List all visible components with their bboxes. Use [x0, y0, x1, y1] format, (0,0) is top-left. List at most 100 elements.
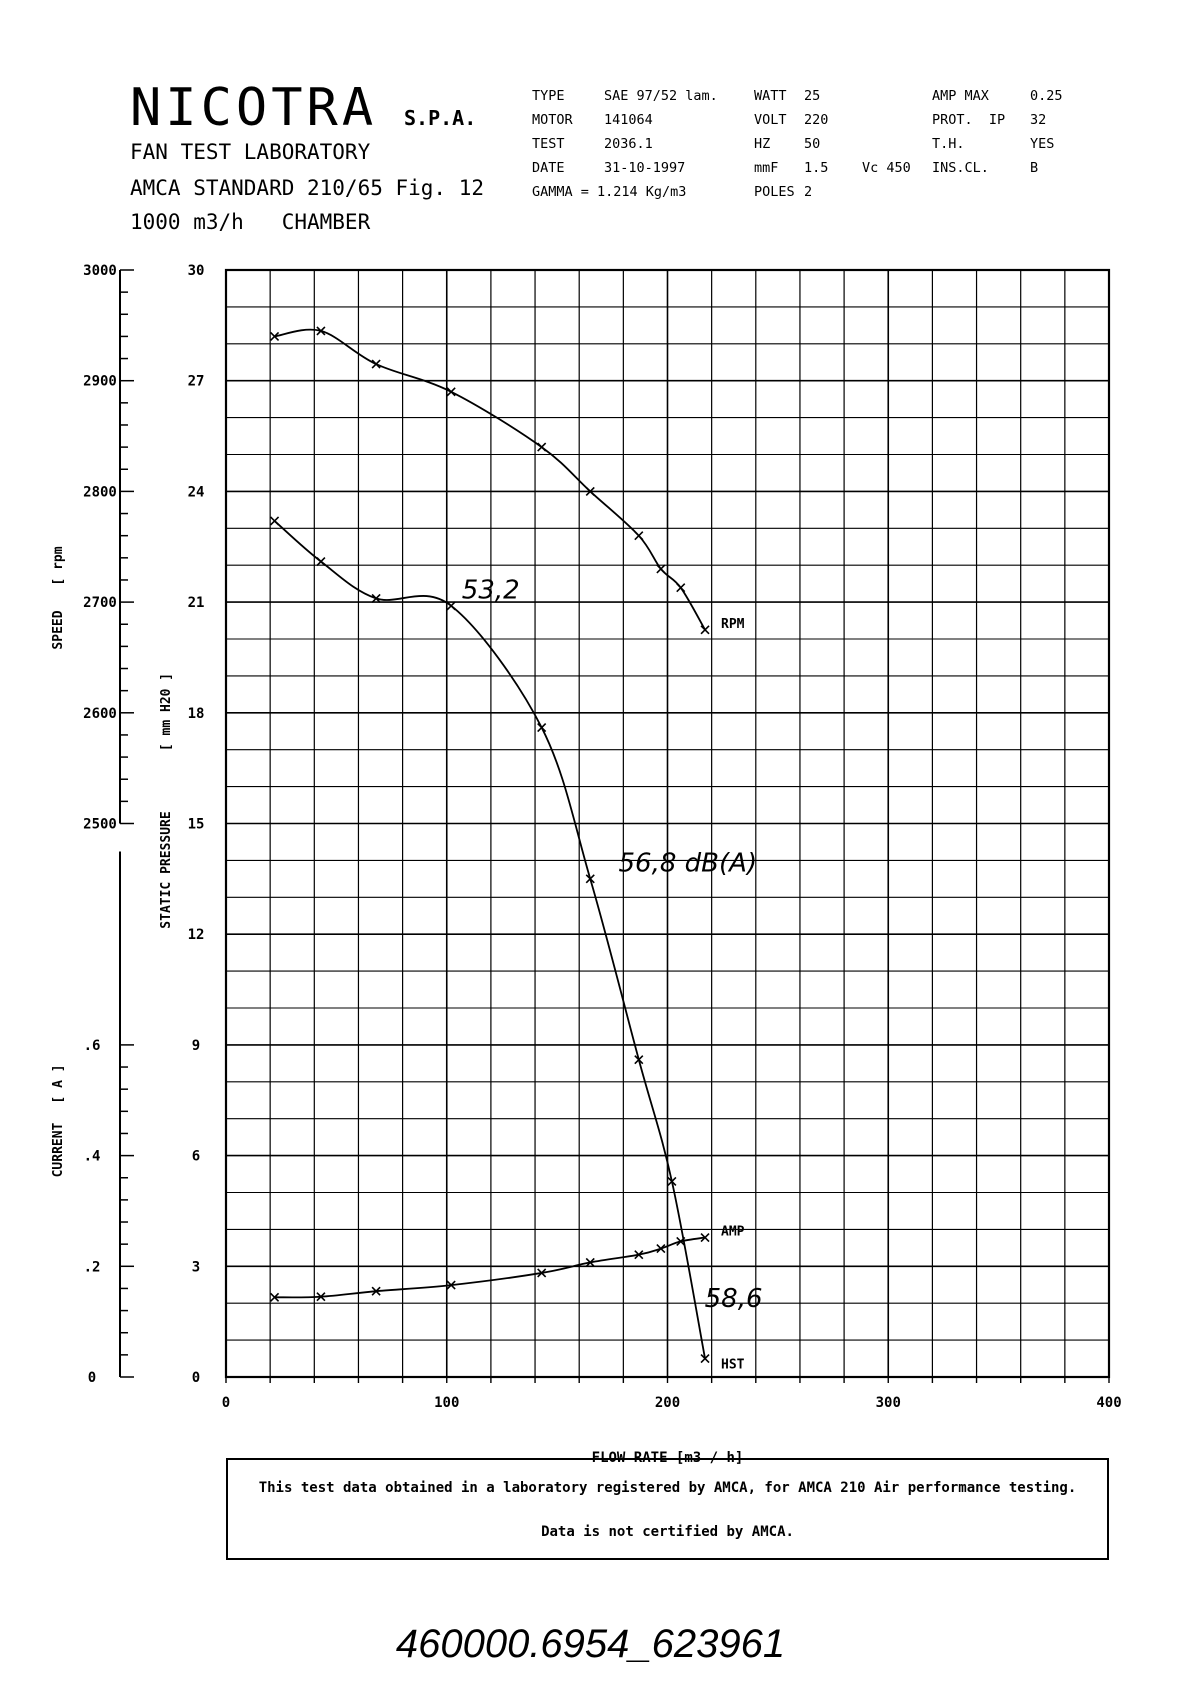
- x-tick-label: 100: [434, 1395, 459, 1411]
- pressure-tick-label: 6: [192, 1149, 200, 1165]
- data-point-amp: [634, 1250, 644, 1260]
- lab-name: FAN TEST LABORATORY: [130, 140, 371, 164]
- document-id: 460000.6954_623961: [395, 1622, 786, 1666]
- data-point-hst: [634, 1055, 644, 1065]
- pressure-tick-label: 18: [188, 706, 205, 722]
- data-point-rpm: [269, 331, 280, 341]
- pressure-tick-label: 21: [188, 595, 205, 611]
- point-mark: [316, 326, 326, 336]
- data-point-rpm: [537, 442, 547, 452]
- handwritten-annotation: 53,2: [462, 575, 520, 605]
- chart-grid: [224, 268, 1111, 1379]
- point-mark: [371, 593, 381, 603]
- data-point-amp: [269, 1292, 280, 1302]
- point-mark: [585, 486, 595, 496]
- point-mark: [446, 387, 456, 397]
- data-point-hst: [667, 1176, 677, 1186]
- data-point-hst: [700, 1353, 710, 1364]
- pressure-tick-label: 12: [188, 927, 205, 943]
- data-point-amp: [537, 1268, 547, 1278]
- point-mark: [700, 1232, 710, 1243]
- point-mark: [316, 556, 326, 567]
- data-point-rpm: [676, 583, 686, 593]
- spec-watt-value: 25: [804, 88, 821, 104]
- spec-date-label: DATE: [532, 160, 565, 176]
- data-point-amp: [656, 1244, 666, 1254]
- pressure-tick-label: 30: [188, 263, 205, 279]
- chart-series: [269, 326, 710, 1364]
- data-point-amp: [676, 1236, 686, 1246]
- pressure-tick-label: 3: [192, 1259, 200, 1275]
- spec-vc: Vc 450: [862, 160, 911, 176]
- series-label-amp: AMP: [721, 1225, 745, 1240]
- disclaimer-line-1: This test data obtained in a laboratory …: [258, 1480, 1077, 1496]
- pressure-tick-label: 9: [192, 1038, 200, 1054]
- spec-date-value: 31-10-1997: [604, 160, 686, 176]
- point-mark: [667, 1176, 677, 1186]
- point-mark: [371, 359, 381, 369]
- spec-volt-value: 220: [804, 112, 829, 128]
- point-mark: [316, 1292, 326, 1302]
- data-point-rpm: [446, 387, 456, 397]
- speed-axis-title: SPEED: [51, 610, 66, 649]
- data-point-hst: [316, 556, 326, 567]
- data-point-rpm: [585, 486, 595, 496]
- data-point-amp: [316, 1292, 326, 1302]
- pressure-tick-label: 27: [188, 374, 205, 390]
- speed-tick-label: 2600: [83, 706, 117, 722]
- current-axis-unit: [ A ]: [51, 1064, 66, 1103]
- spec-motor-label: MOTOR: [532, 112, 573, 128]
- spec-volt-label: VOLT: [754, 112, 787, 128]
- pressure-axis-title: STATIC PRESSURE: [159, 811, 174, 928]
- point-mark: [585, 1257, 595, 1267]
- point-mark: [269, 516, 280, 526]
- data-point-amp: [700, 1232, 710, 1243]
- spec-prot-value: 32: [1030, 112, 1047, 128]
- speed-tick-label: 3000: [83, 263, 117, 279]
- spec-hz-value: 50: [804, 136, 821, 152]
- point-mark: [537, 442, 547, 452]
- spec-hz-label: HZ: [754, 136, 771, 152]
- x-tick-label: 300: [876, 1395, 901, 1411]
- data-point-rpm: [656, 564, 666, 574]
- spec-prot-label: PROT. IP: [932, 112, 1006, 128]
- point-mark: [269, 1292, 280, 1302]
- spec-poles-label: POLES: [754, 184, 795, 200]
- x-tick-label: 400: [1096, 1395, 1121, 1411]
- data-point-hst: [585, 874, 595, 884]
- chart-axes: [119, 269, 1110, 1383]
- point-mark: [656, 1244, 666, 1254]
- data-point-rpm: [316, 326, 326, 336]
- spec-watt-label: WATT: [754, 88, 787, 104]
- disclaimer-line-2: Data is not certified by AMCA.: [541, 1524, 794, 1540]
- spec-gamma: GAMMA = 1.214 Kg/m3: [532, 184, 687, 200]
- x-tick-label: 0: [222, 1395, 230, 1411]
- spec-test-label: TEST: [532, 136, 565, 152]
- pressure-tick-label: 15: [188, 817, 205, 833]
- point-mark: [269, 331, 280, 341]
- point-mark: [676, 583, 686, 593]
- series-label-hst: HST: [721, 1358, 745, 1373]
- pressure-tick-label: 24: [188, 484, 205, 500]
- data-point-hst: [446, 601, 456, 611]
- standard-line: AMCA STANDARD 210/65 Fig. 12: [130, 176, 485, 200]
- speed-tick-label: 2500: [83, 817, 117, 833]
- spec-ampmax-value: 0.25: [1030, 88, 1063, 104]
- speed-tick-label: 2800: [83, 484, 117, 500]
- data-point-rpm: [634, 531, 644, 541]
- speed-tick-label: 2900: [83, 374, 117, 390]
- spec-type-value: SAE 97/52 lam.: [604, 88, 718, 104]
- current-tick-label: .2: [84, 1259, 101, 1275]
- pressure-tick-label: 0: [192, 1370, 200, 1386]
- spec-poles-value: 2: [804, 184, 813, 200]
- point-mark: [537, 722, 547, 733]
- spec-th-value: YES: [1030, 136, 1055, 152]
- speed-axis-unit: [ rpm: [51, 546, 66, 585]
- point-mark: [634, 1250, 644, 1260]
- spec-insclass-value: B: [1030, 160, 1039, 176]
- series-line-rpm: [274, 328, 706, 631]
- spec-insclass-label: INS.CL.: [932, 160, 989, 176]
- point-mark: [446, 601, 456, 611]
- point-mark: [537, 1268, 547, 1278]
